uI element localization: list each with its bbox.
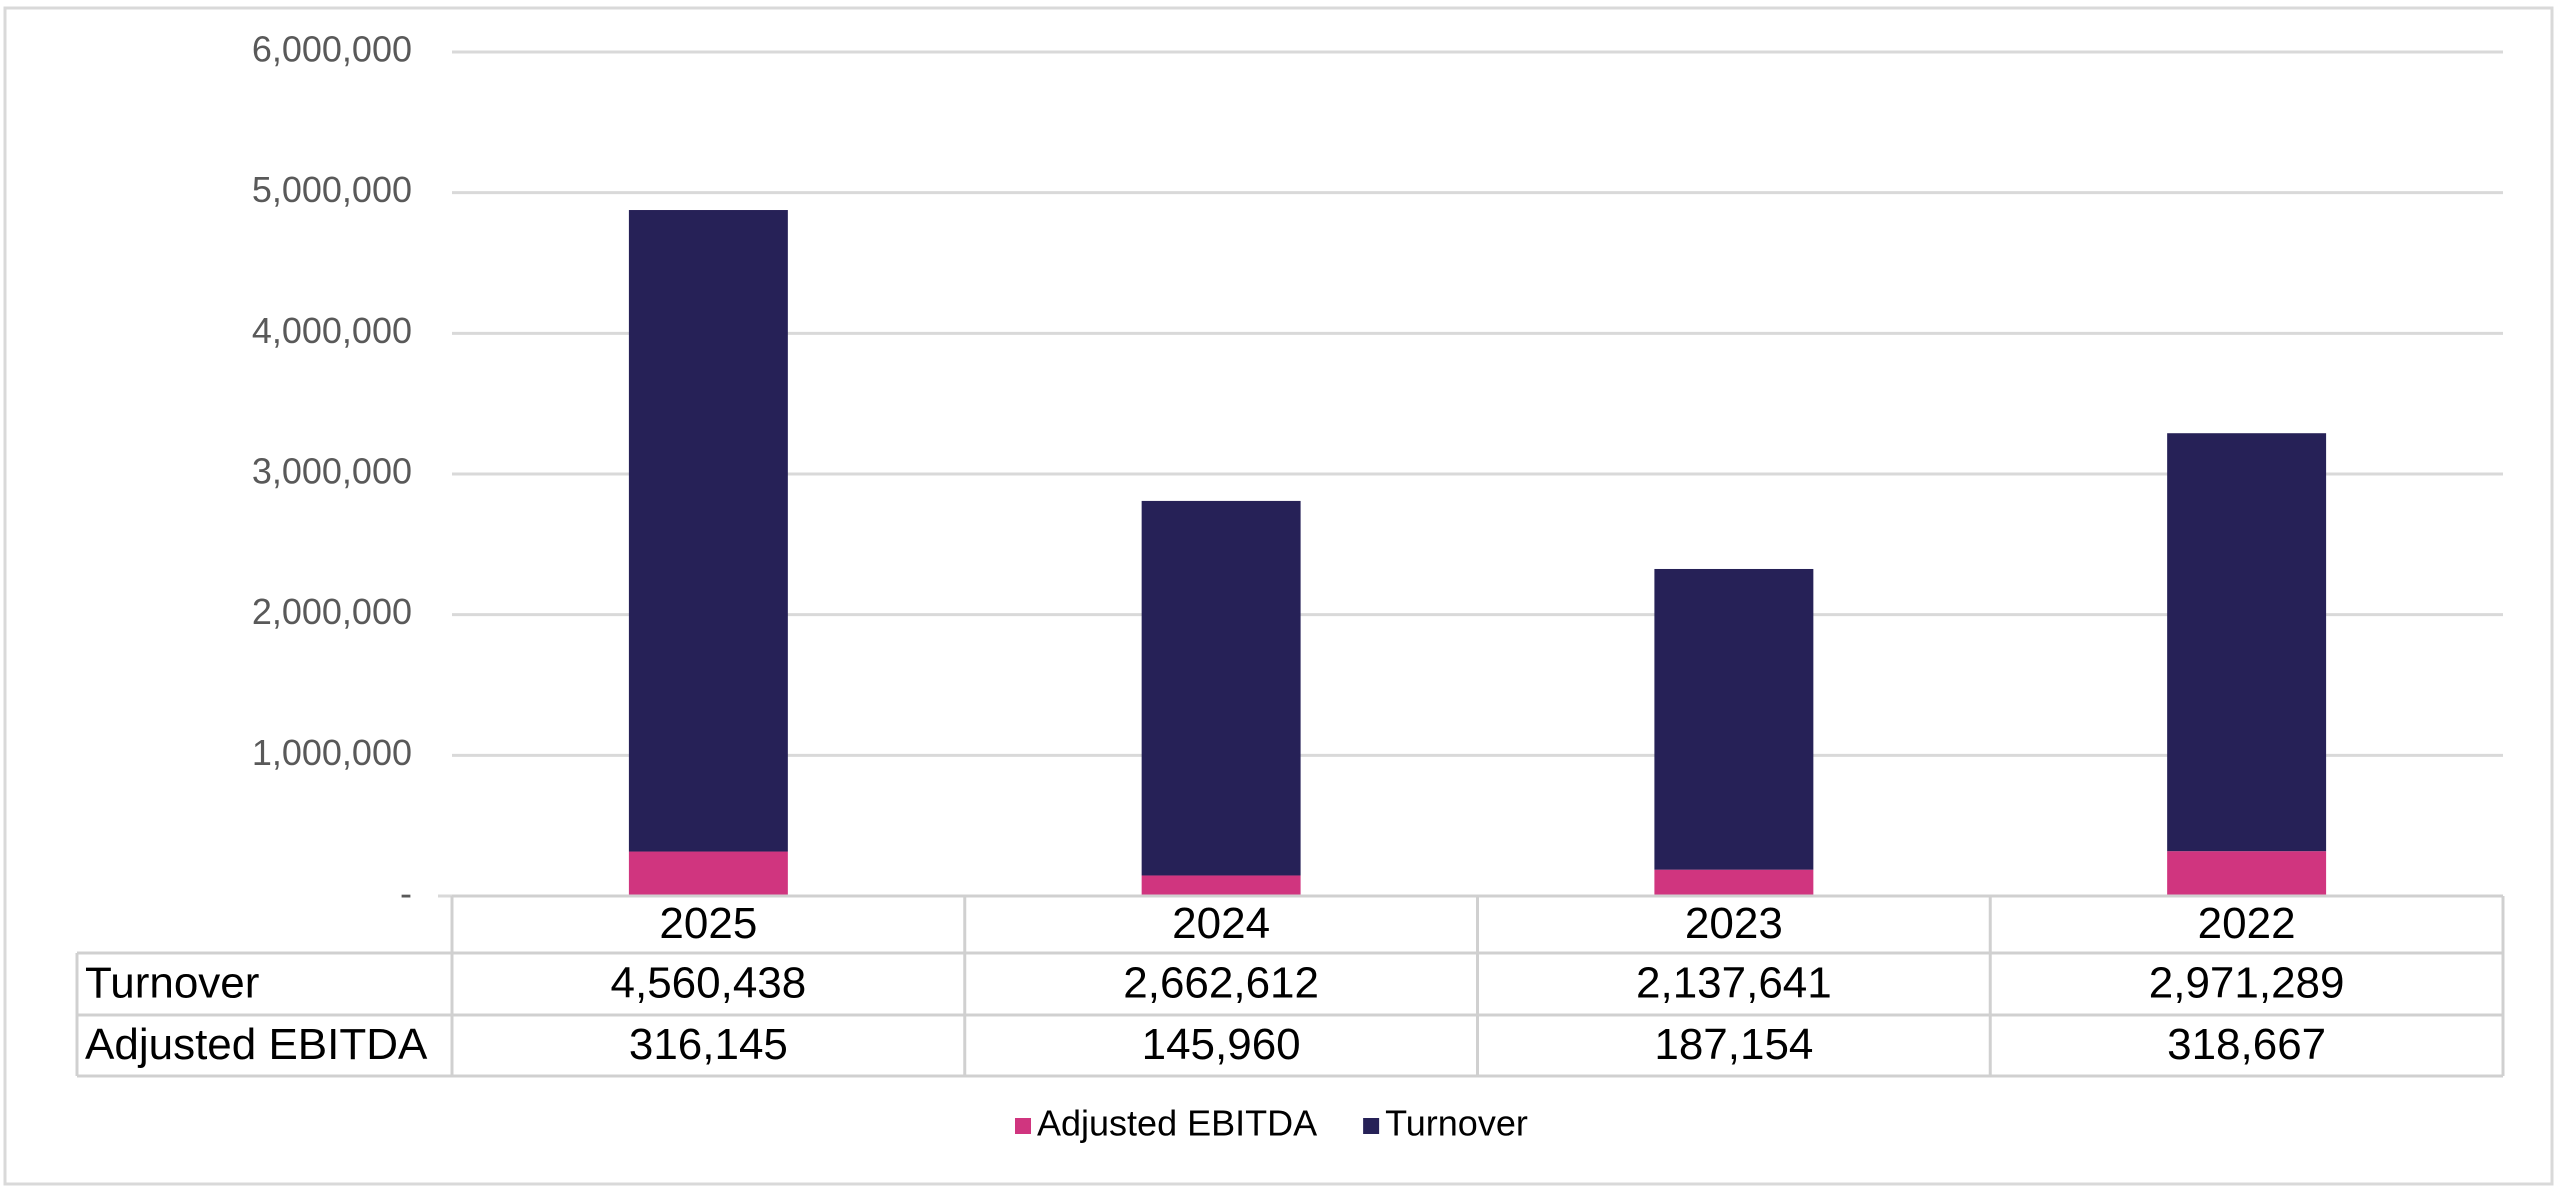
table-value: 187,154	[1654, 1020, 1813, 1069]
bar-segment	[2167, 851, 2327, 896]
bar-segment	[2167, 433, 2327, 852]
table-row-label: Turnover	[85, 959, 259, 1008]
x-tick-label: 2023	[1685, 899, 1783, 948]
table-value: 316,145	[629, 1020, 788, 1069]
bar-segment	[628, 851, 788, 896]
y-tick-label: 4,000,000	[252, 310, 412, 351]
y-tick-label: -	[400, 873, 412, 914]
table-value: 2,971,289	[2149, 959, 2345, 1008]
table-row-label: Adjusted EBITDA	[85, 1020, 428, 1069]
y-tick-label: 5,000,000	[252, 169, 412, 210]
legend-label: Adjusted EBITDA	[1037, 1103, 1317, 1144]
bar-segment	[628, 210, 788, 852]
y-tick-label: 1,000,000	[252, 732, 412, 773]
legend-swatch	[1363, 1118, 1380, 1134]
legend-label: Turnover	[1385, 1103, 1528, 1144]
x-tick-label: 2022	[2198, 899, 2296, 948]
bar-segment	[1141, 875, 1301, 896]
table-value: 318,667	[2167, 1020, 2326, 1069]
bar-segment	[1141, 500, 1301, 876]
table-value: 4,560,438	[611, 959, 807, 1008]
y-tick-label: 3,000,000	[252, 451, 412, 492]
table-value: 145,960	[1142, 1020, 1301, 1069]
table-value: 2,662,612	[1123, 959, 1319, 1008]
y-tick-label: 2,000,000	[252, 591, 412, 632]
table-value: 2,137,641	[1636, 959, 1832, 1008]
x-tick-label: 2024	[1172, 899, 1270, 948]
legend-swatch	[1015, 1118, 1031, 1134]
bar-segment	[1654, 869, 1814, 896]
x-tick-label: 2025	[659, 899, 757, 948]
y-tick-label: 6,000,000	[252, 29, 412, 70]
bar-segment	[1654, 568, 1814, 870]
